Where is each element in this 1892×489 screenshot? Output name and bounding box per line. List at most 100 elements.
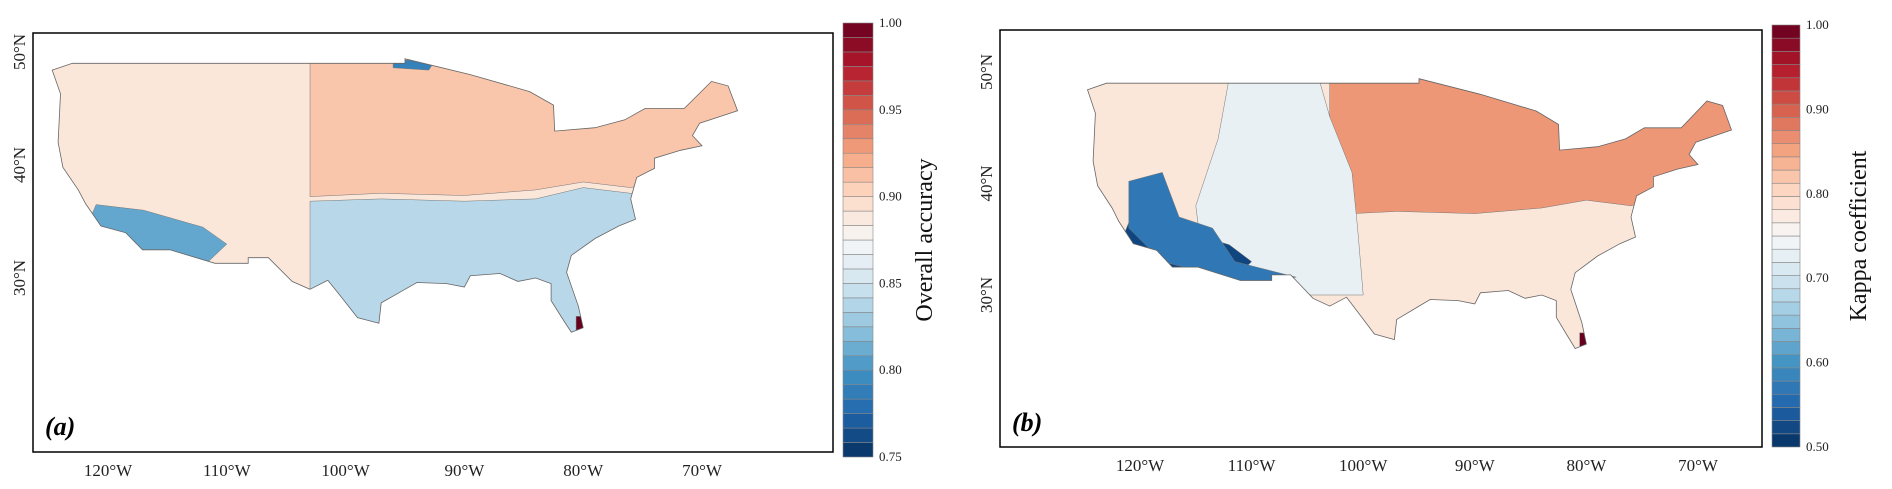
colorbar-label: Kappa coefficient [1846, 150, 1872, 321]
colorbar-band [842, 413, 874, 429]
colorbar-band [842, 442, 874, 458]
colorbar-band [1771, 169, 1801, 184]
panel-label: (b) [1012, 408, 1042, 437]
colorbar-band [1771, 156, 1801, 171]
colorbar-band [842, 427, 874, 443]
colorbar-band [1771, 64, 1801, 79]
x-tick-label: 110°W [1228, 456, 1277, 475]
x-tick-label: 100°W [1339, 456, 1388, 475]
colorbar-band [1771, 77, 1801, 92]
colorbar-band [842, 22, 874, 38]
colorbar-band [842, 369, 874, 385]
colorbar-band [842, 210, 874, 226]
colorbar-band [1771, 380, 1801, 395]
x-tick-label: 90°W [1455, 456, 1496, 475]
colorbar-band [842, 37, 874, 53]
colorbar: 0.50 0.60 0.70 0.80 0.90 1.00 Kappa coefficien… [1771, 17, 1872, 454]
colorbar-band [842, 268, 874, 284]
map-panel-2: 120°W 110°W 100°W 90°W 80°W 70°W 30°N 40°N 50°N (… [977, 17, 1872, 475]
regions [52, 58, 738, 333]
colorbar-band [842, 398, 874, 414]
y-tick-label: 40°N [977, 165, 996, 201]
colorbar-band [842, 123, 874, 140]
colorbar-band [842, 51, 874, 67]
colorbar-band [842, 138, 874, 154]
region-east-north [309, 58, 738, 197]
colorbar-band [842, 312, 874, 328]
colorbar-tick-label: 1.00 [879, 15, 902, 30]
colorbar-band [1771, 37, 1801, 52]
region-florida-tip [1579, 332, 1589, 349]
colorbar-band [1771, 90, 1801, 105]
y-tick-label: 50°N [10, 34, 29, 70]
colorbar-band [842, 297, 874, 313]
colorbar-band [1771, 209, 1801, 224]
x-tick-label: 100°W [321, 461, 370, 480]
colorbar-tick-label: 0.75 [879, 449, 902, 464]
x-tick-label: 110°W [203, 461, 252, 480]
x-tick-label: 70°W [1678, 456, 1719, 475]
x-tick-label: 90°W [444, 461, 485, 480]
colorbar-tick-label: 1.00 [1806, 17, 1829, 32]
colorbar-tick-label: 0.90 [879, 189, 902, 204]
colorbar-band [842, 355, 874, 371]
x-tick-label: 120°W [84, 461, 133, 480]
colorbar-band [842, 80, 874, 96]
colorbar-band [1771, 341, 1801, 355]
colorbar-tick-label: 0.70 [1806, 270, 1829, 285]
colorbar-band [842, 167, 874, 183]
colorbar-band [1771, 262, 1801, 276]
colorbar-band [842, 95, 874, 111]
colorbar-band [842, 66, 874, 82]
colorbar-band [1771, 393, 1801, 408]
x-tick-label: 80°W [563, 461, 604, 480]
colorbar-tick-label: 0.80 [879, 362, 902, 377]
colorbar-band [1771, 222, 1801, 237]
colorbar-band [1771, 51, 1801, 65]
colorbar-band [1771, 288, 1801, 303]
colorbar-tick-label: 0.50 [1806, 439, 1829, 454]
colorbar-band [842, 239, 874, 255]
colorbar-band [842, 225, 874, 241]
colorbar-band [1771, 367, 1801, 382]
colorbar-band [1771, 103, 1801, 118]
colorbar-band [1771, 235, 1801, 250]
colorbar-band [1771, 24, 1801, 39]
region-west-patches [1128, 172, 1297, 285]
colorbar-band [1771, 314, 1801, 329]
y-tick-label: 30°N [10, 260, 29, 296]
map-frame [999, 29, 1763, 448]
colorbar-band [1771, 143, 1801, 158]
region-florida-tip [575, 316, 586, 333]
colorbar-tick-label: 0.85 [879, 275, 902, 290]
colorbar-band [842, 181, 874, 197]
map-frame [32, 32, 834, 453]
regions [1087, 78, 1732, 349]
colorbar-band [1771, 354, 1801, 369]
colorbar-band [842, 340, 874, 357]
colorbar-tick-label: 0.60 [1806, 355, 1829, 370]
colorbar-band [1771, 130, 1801, 144]
colorbar-band [842, 326, 874, 342]
panel-label: (a) [45, 412, 75, 441]
colorbar-tick-label: 0.90 [1806, 101, 1829, 116]
colorbar-band [842, 283, 874, 299]
colorbar-band [842, 109, 874, 125]
colorbar-band [1771, 420, 1801, 435]
colorbar-band [1771, 275, 1801, 290]
colorbar-band [842, 196, 874, 212]
colorbar-band [1771, 328, 1801, 342]
colorbar-band [1771, 196, 1801, 210]
x-tick-label: 70°W [682, 461, 723, 480]
region-interior-west [1195, 78, 1364, 296]
colorbar: 0.75 0.80 0.85 0.90 0.95 1.00 Overall accuracy [842, 15, 938, 464]
colorbar-band [842, 254, 874, 270]
y-tick-label: 40°N [10, 147, 29, 183]
colorbar-band [1771, 433, 1801, 448]
colorbar-band [1771, 301, 1801, 316]
colorbar-tick-label: 0.80 [1806, 186, 1829, 201]
us-outline [1086, 78, 1733, 349]
x-tick-label: 120°W [1116, 456, 1165, 475]
colorbar-band [842, 384, 874, 400]
y-tick-label: 30°N [977, 277, 996, 313]
